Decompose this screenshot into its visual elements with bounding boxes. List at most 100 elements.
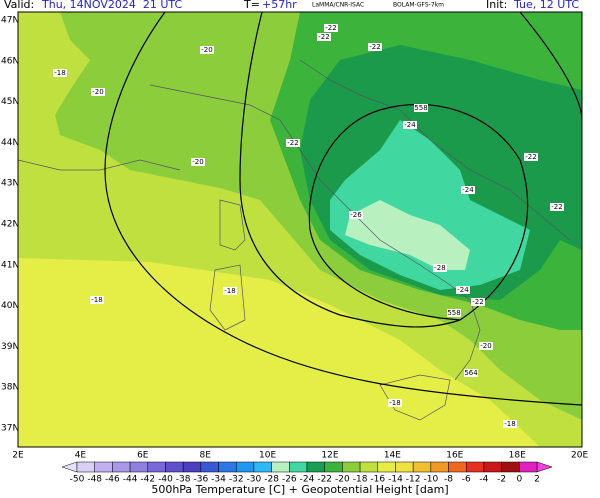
coast xyxy=(379,374,451,421)
colorbar-label: -36 xyxy=(193,475,208,485)
colorbar-label: -32 xyxy=(229,475,244,485)
lon-label: 6E xyxy=(137,451,149,461)
colorbar-box xyxy=(306,461,325,473)
contour-label: 558 xyxy=(447,309,460,317)
map-fields: -20-22-22-22-18-20-20-22-24558-22-24-22-… xyxy=(18,12,582,447)
contour-label: -18 xyxy=(91,296,102,304)
lon-label: 10E xyxy=(259,451,276,461)
colorbar-box xyxy=(147,461,166,473)
contour-label: -18 xyxy=(224,287,235,295)
contour-label: 564 xyxy=(464,369,478,377)
contour-label: 558 xyxy=(414,104,427,112)
colorbar-label: -2 xyxy=(497,475,506,485)
contour-label-box xyxy=(53,69,67,77)
contour-label: -24 xyxy=(462,186,474,194)
contour-label-box xyxy=(479,342,493,350)
contour-label: -20 xyxy=(92,88,103,96)
valid-time: Thu, 14NOV2024 21 UTC xyxy=(41,0,182,11)
colorbar-box xyxy=(430,461,449,473)
lat-label: 40N xyxy=(1,301,19,311)
colorbar-box xyxy=(519,461,538,473)
colorbar-box xyxy=(448,461,467,473)
colorbar-label: 2 xyxy=(534,475,540,485)
contour-label-box xyxy=(286,139,300,147)
colorbar-label: -10 xyxy=(423,475,438,485)
contour-label: -20 xyxy=(192,158,203,166)
init-time: Tue, 12 UTC xyxy=(513,0,579,11)
contour-label-box xyxy=(349,211,363,219)
contour-label-box xyxy=(447,309,461,317)
colorbar-box xyxy=(412,461,432,473)
lon-label: 16E xyxy=(446,451,463,461)
colorbar-label: -16 xyxy=(370,475,385,485)
colorbar-box xyxy=(200,461,219,473)
coast xyxy=(299,59,571,241)
colorbar-box xyxy=(483,461,502,473)
lat-label: 47N xyxy=(1,16,19,26)
colorbar-label: -14 xyxy=(388,475,403,485)
colorbar-box xyxy=(165,461,184,473)
colorbar-label: -44 xyxy=(123,475,138,485)
contour-label: -18 xyxy=(54,69,65,77)
colorbar-label: -6 xyxy=(462,475,471,485)
contour-label-box xyxy=(461,186,475,194)
lat-label: 42N xyxy=(1,220,19,230)
colorbar-end xyxy=(61,461,78,473)
colorbar-label: -42 xyxy=(140,475,155,485)
colorbar-label: -46 xyxy=(105,475,120,485)
colorbar-box xyxy=(395,461,414,473)
colorbar-label: -12 xyxy=(406,475,421,485)
lat-label: 44N xyxy=(1,138,19,148)
colorbar-box xyxy=(359,461,379,473)
colorbar-box xyxy=(112,461,131,473)
contour-label: -24 xyxy=(404,121,416,129)
colorbar-label: -4 xyxy=(479,475,488,485)
contour-label-box xyxy=(90,296,104,304)
colorbar-box xyxy=(377,461,396,473)
init-label: Init: xyxy=(486,0,507,11)
contour-label-box xyxy=(414,104,428,112)
contour xyxy=(519,12,582,121)
colorbar-title: 500hPa Temperature [C] + Geopotential He… xyxy=(151,483,448,496)
lon-label: 20E xyxy=(571,451,588,461)
contour-label-box xyxy=(456,286,470,294)
source: LaMMA/CNR-ISAC xyxy=(312,2,364,9)
lon-label: 2E xyxy=(12,451,24,461)
colorbar-label: -40 xyxy=(158,475,173,485)
lat-label: 37N xyxy=(1,424,19,434)
contour-label: -18 xyxy=(504,420,515,428)
contour-label: -18 xyxy=(389,399,400,407)
contour-label-box xyxy=(464,369,478,377)
colorbar-label: -34 xyxy=(211,475,226,485)
colorbar-label: 0 xyxy=(516,475,522,485)
colorbar-label: -28 xyxy=(264,475,279,485)
colorbar-box xyxy=(129,461,149,473)
contour-label: -24 xyxy=(457,286,469,294)
colorbar-box xyxy=(342,461,361,473)
contour-label: -22 xyxy=(551,203,562,211)
lon-label: 12E xyxy=(321,451,338,461)
lon-label: 8E xyxy=(199,451,211,461)
lead-label: T= xyxy=(243,0,260,11)
model: BOLAM-GFS-7km xyxy=(393,2,444,9)
contour-label-box xyxy=(91,88,105,96)
contour-label-box xyxy=(503,420,517,428)
valid-label: Valid: xyxy=(4,0,34,11)
colorbar-box xyxy=(324,461,343,473)
colorbar-box xyxy=(76,461,95,473)
colorbar-label: -48 xyxy=(87,475,102,485)
colorbar-box xyxy=(182,461,202,473)
contour-label-box xyxy=(223,287,237,295)
field xyxy=(345,200,470,270)
lat-label: 38N xyxy=(1,383,19,393)
contour-label: -22 xyxy=(287,139,298,147)
contour-label-box xyxy=(388,399,402,407)
colorbar-label: -30 xyxy=(247,475,262,485)
contour-label: -20 xyxy=(480,342,491,350)
colorbar-box xyxy=(235,461,255,473)
colorbar-box xyxy=(289,461,308,473)
contour-label-box xyxy=(471,298,485,306)
lon-label: 14E xyxy=(384,451,401,461)
colorbar-label: -18 xyxy=(353,475,368,485)
contour-label-box xyxy=(191,158,205,166)
